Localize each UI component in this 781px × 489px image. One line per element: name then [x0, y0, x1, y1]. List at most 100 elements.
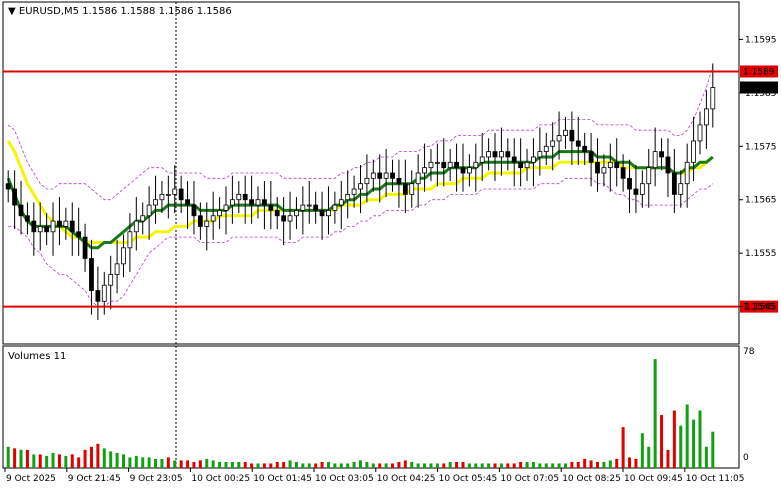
ohlc-open: 1.1586 [82, 6, 117, 17]
chart-title: ▼ EURUSD,M5 1.1586 1.1588 1.1586 1.1586 [8, 6, 232, 17]
candle-body [50, 220, 56, 233]
candle-body [281, 215, 287, 222]
band-line-2 [8, 177, 714, 308]
candle-body [159, 193, 165, 201]
candle-body [492, 151, 498, 158]
candle-body [358, 183, 363, 190]
candle-body [133, 220, 139, 233]
candle-body [178, 188, 184, 201]
candle-body [300, 204, 306, 211]
candle-body [697, 124, 703, 142]
candle-body [396, 177, 402, 185]
candle-body [556, 135, 562, 142]
current-price-label-bg [740, 81, 778, 94]
candle-body [153, 199, 158, 206]
candle-body [140, 215, 146, 222]
current-price-label: 1.1586 [743, 84, 775, 94]
candle-body [18, 204, 24, 217]
time-tick-label: 9 Oct 23:05 [130, 474, 183, 484]
candle-body [249, 199, 255, 206]
candle-body [691, 140, 696, 163]
candle-body [524, 161, 530, 169]
candle-body [287, 215, 293, 222]
candle-body [473, 161, 479, 169]
candle-body [44, 226, 50, 233]
candle-body [627, 177, 632, 190]
candle-body [101, 284, 107, 302]
candle-body [422, 167, 427, 174]
time-tick-label: 9 Oct 2025 [6, 474, 56, 484]
candle-body [684, 161, 690, 185]
candle-body [537, 151, 543, 158]
time-tick-label: 10 Oct 07:05 [500, 474, 559, 484]
candle-body [607, 161, 613, 169]
candle-body [197, 215, 203, 227]
candle-body [262, 199, 267, 206]
candle-body [121, 247, 126, 265]
candle-body [614, 161, 620, 169]
price-pane-frame [2, 1, 740, 345]
candle-body [242, 193, 248, 201]
candle-body [390, 172, 395, 179]
candle-body [95, 290, 101, 302]
candle-body [37, 226, 43, 233]
volume-layer [6, 359, 715, 468]
candle-body [25, 215, 30, 222]
candle-body [313, 204, 319, 211]
candle-body [370, 172, 376, 179]
candle-body [69, 220, 75, 233]
price-tick-label: 1.1565 [745, 196, 777, 206]
candle-body [659, 151, 664, 158]
candle-body [345, 193, 351, 201]
candle-body [569, 129, 575, 142]
axis-layer: 1.1589 1.1545 1.1586 1.1595 1.1585 1.1575 1.15… [4, 35, 778, 484]
candle-body [415, 172, 421, 185]
price-tick-label: 1.1555 [745, 249, 777, 259]
candle-body [652, 151, 658, 169]
candle-body [633, 188, 639, 195]
candle-body [172, 188, 178, 195]
symbol-label: EURUSD,M5 [19, 6, 79, 17]
time-tick-label: 9 Oct 21:45 [68, 474, 121, 484]
ohlc-low: 1.1586 [159, 6, 194, 17]
candle-body [12, 188, 18, 206]
candle-body [563, 129, 568, 136]
candle-body [428, 161, 434, 169]
candle-body [678, 183, 684, 195]
candle-body [185, 199, 190, 206]
candle-body [217, 210, 222, 217]
level-price-label: 1.1545 [743, 303, 775, 313]
candle-body [223, 204, 229, 211]
candle-body [511, 156, 517, 163]
candle-body [454, 161, 459, 169]
price-tick-label: 1.1585 [745, 89, 777, 99]
candle-body [210, 215, 216, 222]
level-price-label: 1.1589 [743, 67, 775, 77]
candle-body [5, 183, 11, 190]
candle-body [338, 199, 344, 206]
candle-body [114, 263, 120, 275]
candle-body [332, 204, 338, 211]
candle-body [268, 204, 274, 211]
candle-body [76, 231, 82, 238]
candle-body [319, 210, 325, 217]
candle-body [63, 220, 69, 227]
candle-body [326, 210, 331, 217]
candle-body [383, 172, 389, 179]
candle-body [543, 145, 549, 153]
candle-body [364, 177, 370, 185]
candle-body [575, 140, 581, 147]
time-tick-label: 10 Oct 08:25 [562, 474, 621, 484]
level-price-label-bg [740, 65, 778, 78]
candle-body [588, 151, 594, 163]
price-tick-label: 1.1575 [745, 142, 777, 152]
price-tick-label: 1.1595 [745, 35, 777, 45]
candle-body [466, 167, 472, 174]
candle-body [165, 193, 171, 196]
collapse-arrow-icon: ▼ [8, 6, 19, 17]
candle-body [499, 151, 504, 158]
candle-body [146, 204, 152, 217]
candle-body [274, 210, 280, 217]
candle-body [434, 161, 440, 164]
